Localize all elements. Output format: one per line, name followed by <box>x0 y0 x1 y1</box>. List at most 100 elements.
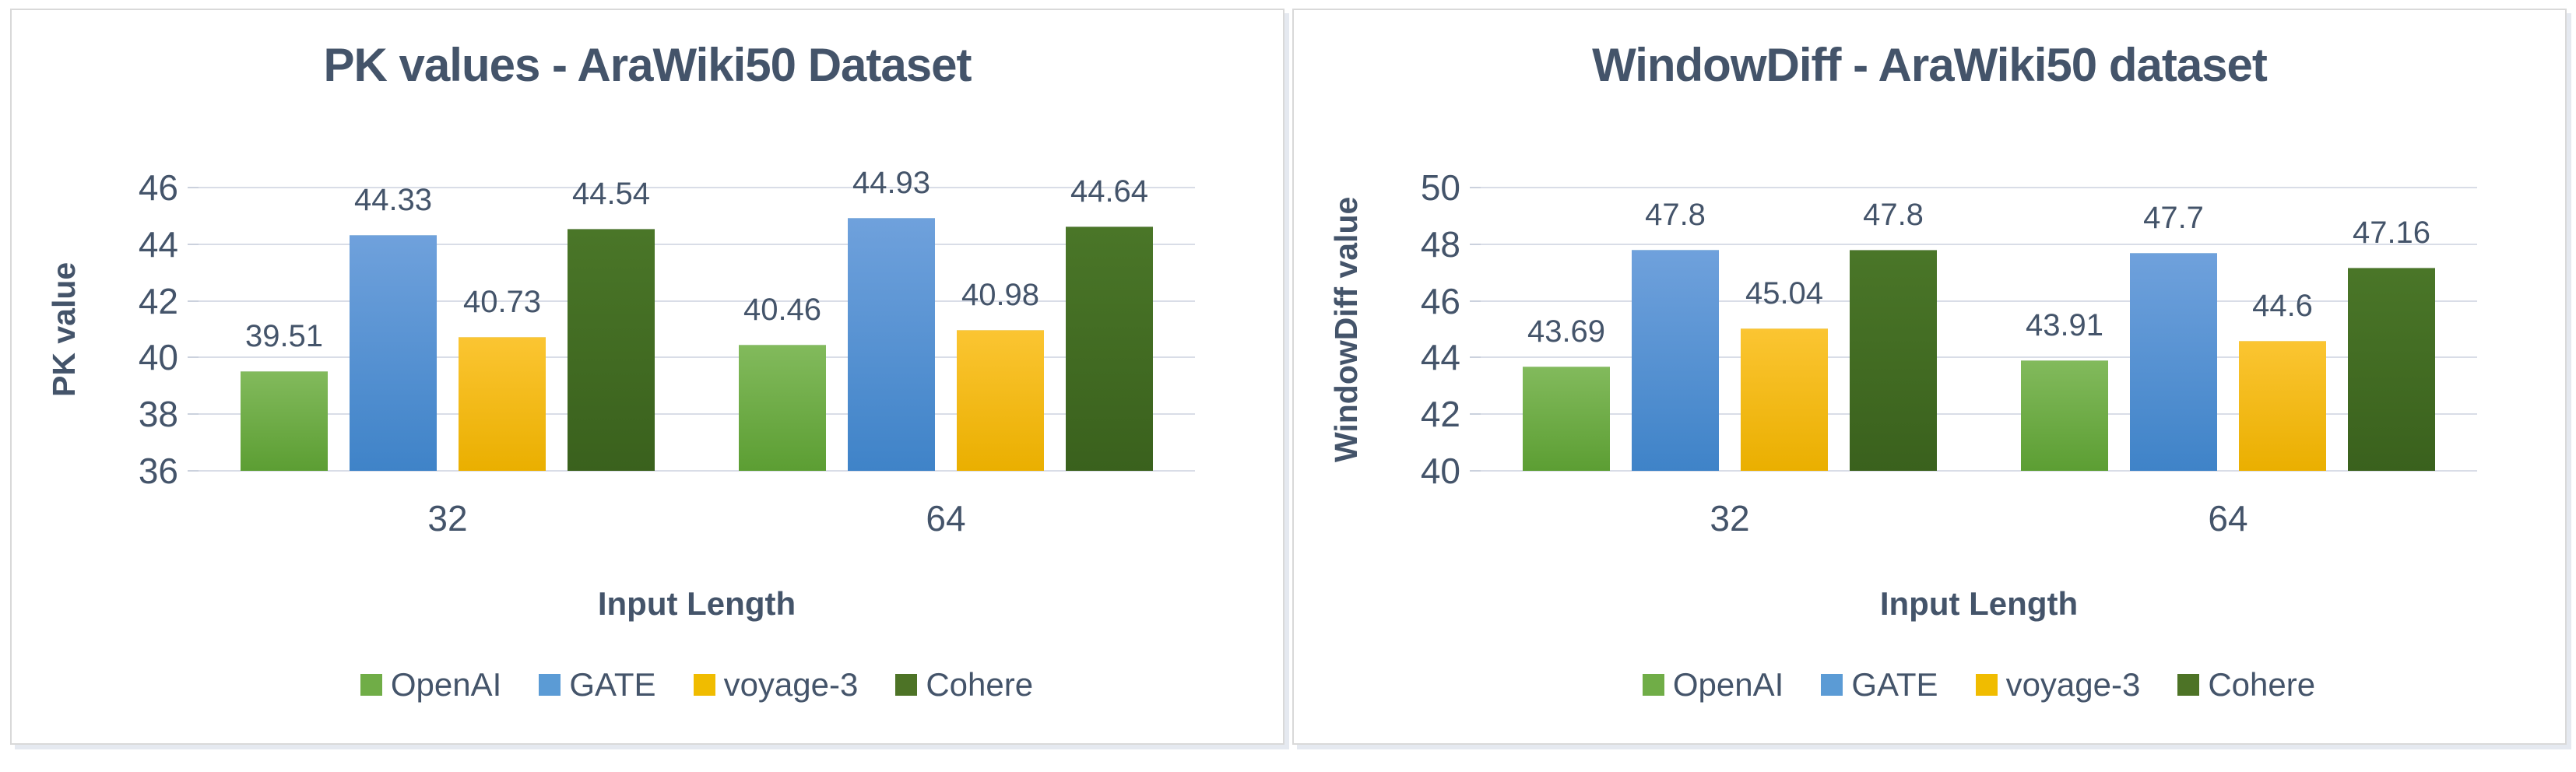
bar-openai-32: 43.69 <box>1523 316 1610 471</box>
bar-cohere-64: 44.64 <box>1066 176 1153 471</box>
gridline <box>188 470 1195 472</box>
bar-cohere-32: 44.54 <box>568 178 655 471</box>
gridline <box>1470 470 2477 472</box>
chart-title: WindowDiff - AraWiki50 dataset <box>1592 39 2268 91</box>
bar-voyage-3-32: 40.73 <box>459 286 546 471</box>
gridline <box>188 243 1195 245</box>
gridline <box>1470 187 2477 188</box>
value-label: 44.93 <box>852 165 931 200</box>
y-axis-title: WindowDiff value <box>1328 196 1364 462</box>
y-tick-label: 44 <box>138 223 178 265</box>
y-tick-label: 46 <box>1420 280 1460 321</box>
value-label: 47.16 <box>2352 216 2431 251</box>
bar-group-32: 43.69 47.8 45.04 47.8 <box>1481 188 1979 471</box>
legend-item-voyage-3: voyage-3 <box>1975 666 2141 703</box>
y-tick-label: 44 <box>1420 337 1460 378</box>
legend-item-cohere: Cohere <box>895 668 1033 701</box>
legend-swatch-cohere <box>895 674 918 696</box>
bar-voyage-3-64: 40.98 <box>957 279 1044 471</box>
y-tick-label: 40 <box>138 337 178 378</box>
bar-groups: 43.69 47.8 45.04 47.8 43.91 47.7 44.6 47.16 <box>1481 188 2477 471</box>
gridline <box>1470 413 2477 416</box>
bar-voyage-3-64: 44.6 <box>2239 290 2326 471</box>
value-label: 45.04 <box>1745 275 1824 311</box>
value-label: 47.8 <box>1645 198 1706 233</box>
gridline <box>1470 300 2477 302</box>
gridline <box>1470 356 2477 359</box>
value-label: 43.91 <box>2025 307 2104 342</box>
legend: OpenAI GATE voyage-3 Cohere <box>1481 668 2477 701</box>
y-tick-label: 50 <box>1420 167 1460 208</box>
bar-gate-64: 47.7 <box>2130 202 2217 471</box>
y-axis-title: PK value <box>46 261 82 397</box>
y-tick-label: 38 <box>138 394 178 435</box>
legend-label: Cohere <box>926 666 1034 703</box>
legend-label: GATE <box>1851 666 1938 703</box>
legend-item-openai: OpenAI <box>1642 666 1784 703</box>
x-axis-title: Input Length <box>1879 585 2079 622</box>
legend-label: voyage-3 <box>723 666 859 703</box>
value-label: 40.73 <box>462 284 542 319</box>
bar-group-32: 39.51 44.33 40.73 44.54 <box>199 178 697 471</box>
value-label: 44.54 <box>571 177 651 212</box>
gridline <box>188 413 1195 416</box>
y-tick-label: 42 <box>1420 394 1460 435</box>
value-label: 47.7 <box>2143 200 2204 235</box>
x-tick-label: 32 <box>427 498 468 539</box>
legend-swatch-openai <box>360 674 382 696</box>
x-tick-label: 64 <box>926 498 966 539</box>
legend: OpenAI GATE voyage-3 Cohere <box>199 668 1195 701</box>
value-label: 44.6 <box>2252 288 2313 323</box>
bar-openai-64: 43.91 <box>2021 310 2108 471</box>
plot-area: 40 42 44 46 48 50 43.69 47.8 45.04 47.8 43.91 47.7 4… <box>1421 170 2477 489</box>
value-label: 39.51 <box>244 319 324 354</box>
legend-item-voyage-3: voyage-3 <box>693 666 859 703</box>
legend-item-cohere: Cohere <box>2177 668 2315 701</box>
x-tick-label: 32 <box>1710 498 1750 539</box>
value-label: 43.69 <box>1527 314 1606 349</box>
x-tick-row: 32 64 <box>1481 500 2477 536</box>
bar-gate-64: 44.93 <box>848 167 935 471</box>
legend-label: OpenAI <box>1672 666 1784 703</box>
legend-swatch-voyage-3 <box>693 674 715 696</box>
legend-swatch-gate <box>1821 674 1843 696</box>
y-tick-label: 40 <box>1420 451 1460 491</box>
y-tick-label: 48 <box>1420 223 1460 265</box>
legend-swatch-gate <box>539 674 561 696</box>
y-tick-label: 36 <box>138 451 178 491</box>
bar-group-64: 43.91 47.7 44.6 47.16 <box>1979 188 2477 471</box>
y-tick-label: 46 <box>138 167 178 208</box>
value-label: 47.8 <box>1863 198 1924 233</box>
legend-swatch-cohere <box>2177 674 2200 696</box>
gridline <box>1470 243 2477 245</box>
gridline <box>188 300 1195 302</box>
bar-openai-64: 40.46 <box>739 294 826 471</box>
value-label: 44.33 <box>353 182 433 217</box>
bar-voyage-3-32: 45.04 <box>1741 278 1828 471</box>
bar-openai-32: 39.51 <box>241 321 328 471</box>
legend-label: voyage-3 <box>2005 666 2141 703</box>
windowdiff-chart-panel[interactable]: WindowDiff - AraWiki50 dataset WindowDif… <box>1292 9 2567 745</box>
bar-cohere-64: 47.16 <box>2348 217 2435 471</box>
bar-gate-32: 47.8 <box>1632 199 1719 471</box>
x-tick-row: 32 64 <box>199 500 1195 536</box>
x-tick-label: 64 <box>2208 498 2248 539</box>
value-label: 44.64 <box>1070 174 1149 209</box>
bar-groups: 39.51 44.33 40.73 44.54 40.46 44.93 40.98 44.64 <box>199 167 1195 471</box>
value-label: 40.98 <box>961 277 1040 312</box>
gridline <box>188 187 1195 188</box>
value-label: 40.46 <box>743 292 822 327</box>
legend-swatch-voyage-3 <box>1975 674 1998 696</box>
plot-area: 36 38 40 42 44 46 39.51 44.33 40.73 44.54 40.46 44.… <box>139 167 1195 489</box>
chart-title: PK values - AraWiki50 Dataset <box>323 39 972 91</box>
legend-item-gate: GATE <box>539 666 656 703</box>
y-tick-label: 42 <box>138 280 178 321</box>
gridline <box>188 356 1195 359</box>
pk-chart-panel[interactable]: PK values - AraWiki50 Dataset PK value 3… <box>10 9 1284 745</box>
legend-label: GATE <box>569 666 656 703</box>
bar-cohere-32: 47.8 <box>1850 199 1937 471</box>
bar-group-64: 40.46 44.93 40.98 44.64 <box>697 167 1195 471</box>
x-axis-title: Input Length <box>597 585 796 622</box>
legend-item-gate: GATE <box>1821 668 1938 701</box>
